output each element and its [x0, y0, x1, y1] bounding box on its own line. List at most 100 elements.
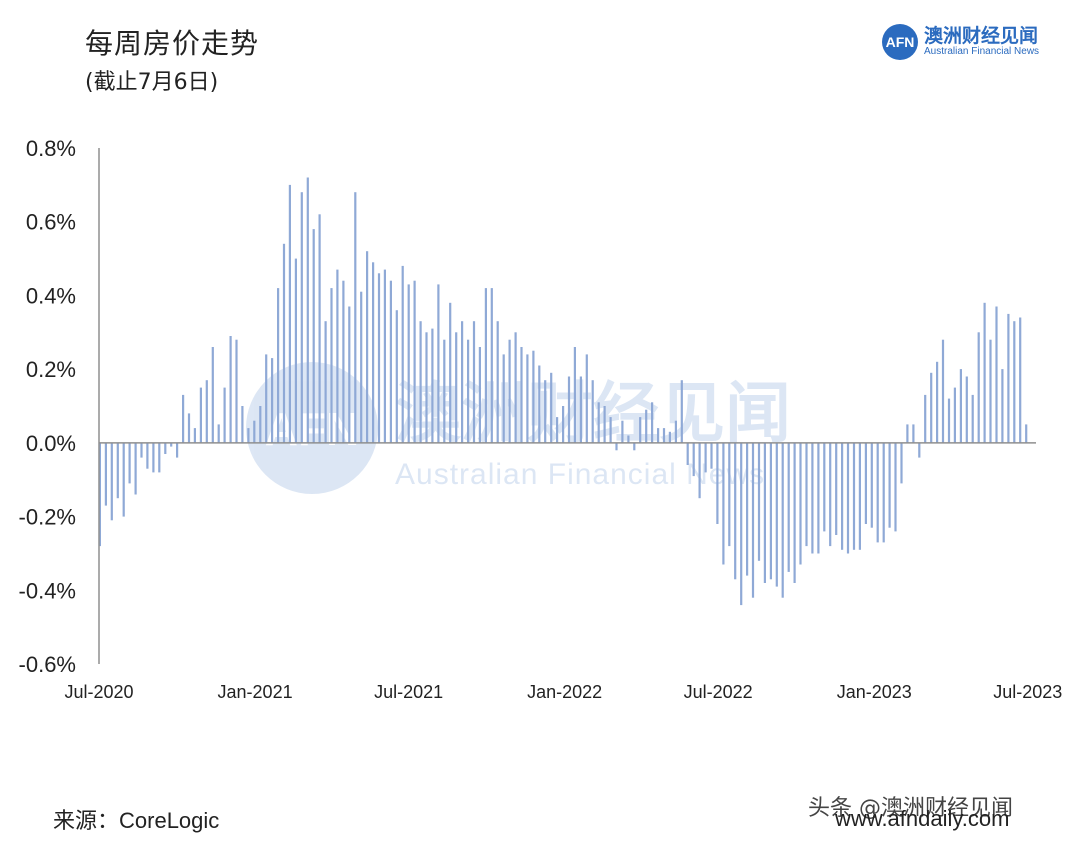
- bar: [366, 251, 369, 443]
- y-tick-label: -0.4%: [19, 578, 76, 603]
- bar: [134, 442, 137, 495]
- bar: [502, 354, 505, 443]
- bar: [229, 336, 232, 443]
- bar: [294, 258, 297, 443]
- bar: [395, 310, 398, 443]
- x-axis-ticks: Jul-2020 Jan-2021 Jul-2021 Jan-2022 Jul-2022…: [64, 682, 1062, 702]
- bar: [888, 442, 891, 528]
- x-tick-label: Jul-2023: [993, 682, 1062, 702]
- bar: [615, 442, 618, 451]
- watermark: AFN 澳洲财经见闻 Australian Financial News: [246, 362, 791, 494]
- bar: [609, 417, 612, 443]
- bar: [187, 413, 191, 443]
- bar: [894, 442, 897, 532]
- bar: [467, 339, 470, 443]
- bar: [995, 306, 998, 443]
- source-name: CoreLogic: [119, 808, 220, 833]
- bar: [449, 302, 452, 443]
- bar: [336, 269, 339, 443]
- bar: [573, 347, 576, 443]
- bar: [1001, 369, 1004, 443]
- bar: [965, 376, 968, 443]
- bar: [918, 442, 921, 458]
- x-tick-label: Jul-2021: [374, 682, 443, 702]
- bar: [763, 442, 766, 583]
- bar: [407, 284, 410, 443]
- bar: [959, 369, 962, 443]
- bar-series: [98, 177, 1028, 606]
- bar: [122, 442, 125, 517]
- bar: [680, 380, 683, 443]
- bar: [692, 442, 695, 477]
- bar: [478, 347, 481, 443]
- bar: [253, 420, 256, 443]
- bar: [383, 269, 386, 443]
- bar: [472, 321, 476, 443]
- bar: [651, 402, 654, 443]
- bar: [484, 288, 487, 443]
- bar: [1019, 317, 1022, 443]
- bar: [989, 339, 992, 443]
- bar: [514, 332, 517, 443]
- bar: [728, 442, 731, 547]
- bar: [199, 387, 202, 443]
- bar: [98, 442, 101, 547]
- bar: [538, 365, 541, 443]
- afn-logo-text: 澳洲财经见闻 Australian Financial News: [924, 26, 1039, 58]
- bar: [947, 398, 951, 443]
- bar: [734, 442, 737, 580]
- bar: [164, 442, 167, 454]
- bar: [152, 442, 155, 473]
- bar: [805, 442, 808, 547]
- bar: [288, 184, 291, 443]
- x-tick-label: Jul-2020: [64, 682, 133, 702]
- bar: [235, 339, 238, 443]
- bar: [668, 431, 671, 443]
- bar: [817, 442, 820, 554]
- bar: [936, 361, 939, 443]
- bar: [657, 428, 660, 443]
- bar: [128, 442, 131, 484]
- bar: [413, 280, 416, 443]
- bar: [461, 321, 464, 443]
- bar: [104, 442, 107, 506]
- bar: [740, 442, 743, 606]
- bar: [193, 428, 196, 443]
- bar: [259, 406, 262, 443]
- bar: [360, 291, 363, 443]
- bar: [205, 380, 208, 443]
- bar: [716, 442, 719, 524]
- y-tick-label: 0.6%: [26, 210, 76, 235]
- bar: [900, 442, 903, 484]
- bar: [686, 442, 689, 465]
- bar: [787, 442, 790, 572]
- bar: [431, 328, 434, 443]
- y-axis-ticks: 0.8% 0.6% 0.4% 0.2% 0.0% -0.2% -0.4% -0.6%: [19, 136, 76, 677]
- bar: [799, 442, 802, 565]
- bar: [769, 442, 772, 580]
- bar: [300, 192, 303, 443]
- bar: [704, 442, 707, 473]
- bar: [437, 284, 440, 443]
- source-label: 来源：: [53, 809, 120, 834]
- y-tick-label: 0.2%: [26, 357, 76, 382]
- bar: [567, 376, 571, 443]
- bar: [591, 380, 594, 443]
- chart-subtitle: (截止7月6日): [85, 70, 219, 95]
- bar: [223, 387, 226, 443]
- toutiao-watermark: 头条 @澳洲财经见闻: [808, 796, 1013, 821]
- bar: [953, 387, 956, 443]
- bar: [930, 372, 933, 443]
- bar: [306, 177, 309, 443]
- bar: [757, 442, 761, 561]
- bar: [698, 442, 701, 499]
- bar: [852, 442, 856, 550]
- bar: [520, 347, 523, 443]
- bar: [490, 288, 493, 443]
- bar: [662, 428, 666, 443]
- bar: [823, 442, 826, 532]
- bar: [158, 442, 161, 473]
- bar: [354, 192, 357, 443]
- bar: [882, 442, 885, 543]
